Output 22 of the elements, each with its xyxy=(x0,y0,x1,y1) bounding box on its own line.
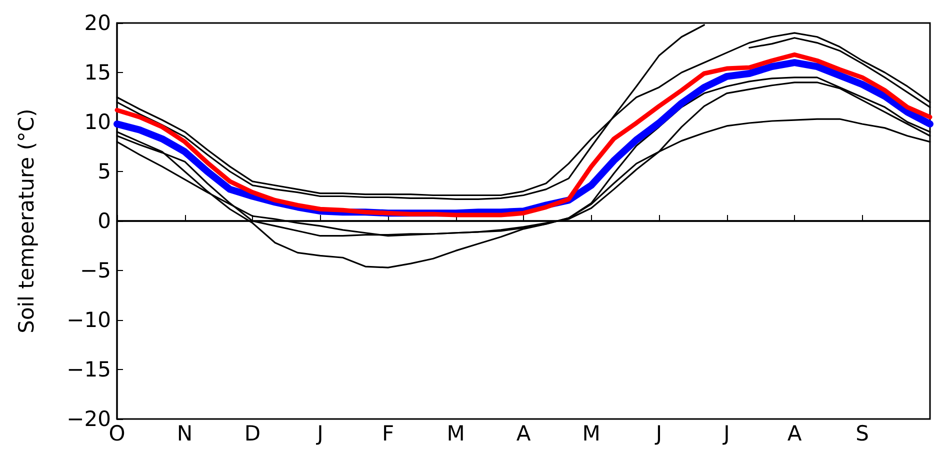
x-tick-label: J xyxy=(315,422,324,446)
x-tick-label: A xyxy=(516,422,532,446)
y-tick-label: −20 xyxy=(66,407,111,431)
x-tick-label: S xyxy=(856,422,869,446)
x-tick-label: J xyxy=(722,422,730,446)
y-tick-label: 15 xyxy=(84,60,111,84)
y-tick-label: 0 xyxy=(98,209,111,233)
x-tick-label: A xyxy=(787,422,802,446)
y-tick-label: −5 xyxy=(80,258,111,282)
x-tick-label: M xyxy=(446,422,465,446)
y-tick-label: 5 xyxy=(98,160,111,184)
y-axis-title: Soil temperature (°C) xyxy=(14,108,38,334)
x-tick-label: F xyxy=(382,422,394,446)
y-tick-label: 20 xyxy=(84,11,111,35)
y-tick-label: 10 xyxy=(84,110,111,134)
y-tick-label: −15 xyxy=(66,358,111,382)
x-tick-label: O xyxy=(108,422,126,446)
x-tick-label: J xyxy=(654,422,662,446)
x-tick-label: N xyxy=(176,422,193,446)
x-tick-label: M xyxy=(582,422,600,446)
x-tick-label: D xyxy=(244,422,261,446)
y-tick-label: −10 xyxy=(66,308,111,332)
